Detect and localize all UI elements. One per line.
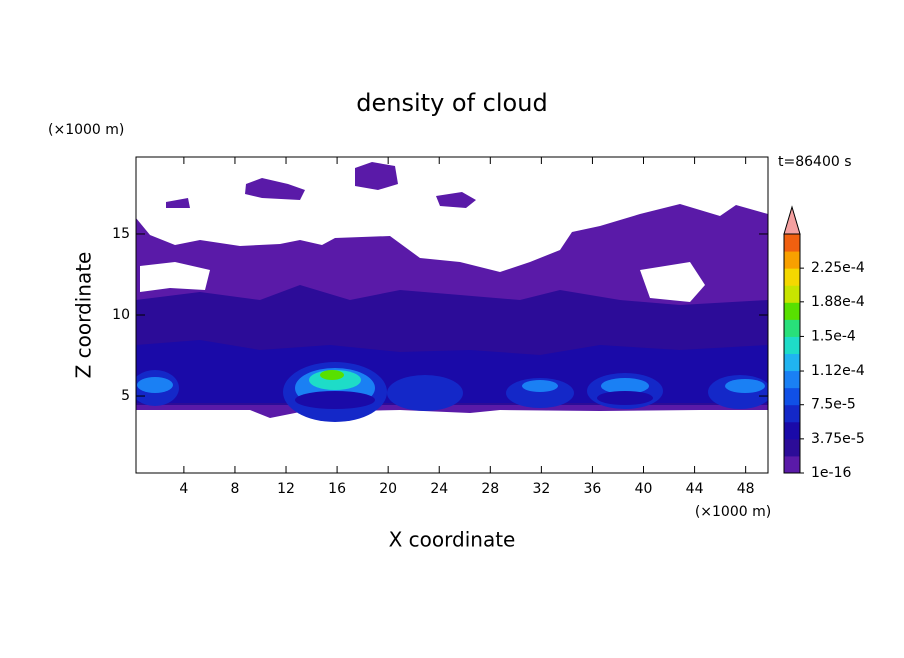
- cloud-gap: [140, 262, 210, 292]
- colorbar-band: [784, 251, 800, 269]
- colorbar-tick-label: 2.25e-4: [811, 260, 865, 276]
- cloud-region: [137, 377, 173, 393]
- colorbar-band: [784, 455, 800, 474]
- x-tick-label: 44: [686, 481, 704, 497]
- y-tick-label: 10: [112, 307, 130, 323]
- colorbar-band: [784, 336, 800, 354]
- cloud-region: [166, 198, 190, 208]
- y-tick-label: 15: [112, 226, 130, 242]
- colorbar-extend: [783, 205, 801, 235]
- field: [136, 162, 768, 422]
- colorbar-tick-label: 7.5e-5: [811, 397, 856, 413]
- colorbar-band: [784, 370, 800, 389]
- colorbar-tick-label: 1e-16: [811, 465, 851, 481]
- colorbar-band: [784, 285, 800, 303]
- colorbar-tick-label: 1.12e-4: [811, 363, 865, 379]
- x-tick-label: 32: [532, 481, 550, 497]
- colorbar-tick-label: 1.5e-4: [811, 328, 856, 344]
- x-tick-label: 36: [584, 481, 602, 497]
- colorbar-tick-label: 1.88e-4: [811, 294, 865, 310]
- x-tick-label: 48: [737, 481, 755, 497]
- colorbar-band: [784, 404, 800, 423]
- colorbar-band: [784, 268, 800, 286]
- x-tick-label: 4: [179, 481, 188, 497]
- colorbar-band: [784, 319, 800, 337]
- cloud-region: [597, 391, 653, 405]
- x-tick-label: 16: [328, 481, 346, 497]
- colorbar-band: [784, 302, 800, 320]
- x-tick-label: 20: [379, 481, 397, 497]
- cloud-region: [522, 380, 558, 392]
- x-tick-label: 8: [230, 481, 239, 497]
- x-tick-label: 28: [481, 481, 499, 497]
- y-axis-label: Z coordinate: [72, 252, 96, 379]
- cloud-region: [320, 370, 344, 380]
- colorbar-band: [784, 353, 800, 372]
- cloud-region: [387, 375, 463, 411]
- x-axis-label: X coordinate: [389, 528, 516, 552]
- x-unit: (×1000 m): [695, 504, 771, 520]
- x-tick-label: 24: [430, 481, 448, 497]
- cloud-region: [295, 391, 375, 409]
- cloud-region: [245, 178, 305, 200]
- y-tick-label: 5: [121, 388, 130, 404]
- chart-title: density of cloud: [356, 89, 547, 117]
- cloud-gap: [640, 262, 705, 302]
- colorbar-band: [784, 421, 800, 440]
- cloud-region: [355, 162, 398, 190]
- colorbar-band: [784, 234, 800, 252]
- cloud-region: [601, 378, 649, 394]
- colorbar-band: [784, 438, 800, 457]
- colorbar-band: [784, 387, 800, 406]
- cloud-region: [436, 192, 476, 208]
- annotation: t=86400 s: [778, 154, 852, 170]
- colorbar-tick-label: 3.75e-5: [811, 431, 865, 447]
- x-tick-label: 12: [277, 481, 295, 497]
- x-tick-label: 40: [635, 481, 653, 497]
- y-unit: (×1000 m): [48, 122, 124, 138]
- cloud-region: [725, 379, 765, 393]
